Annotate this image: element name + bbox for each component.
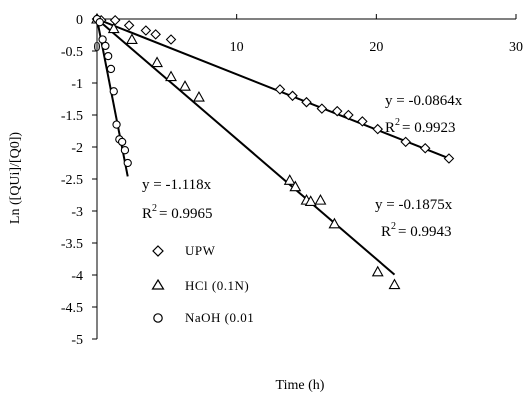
- data-point-upw: [150, 29, 161, 40]
- diamond-marker-icon: [152, 245, 164, 257]
- y-tick-label: -2: [71, 141, 83, 156]
- data-point-hcl: [179, 80, 191, 91]
- x-axis-title: Time (h): [276, 378, 325, 393]
- data-point-upw: [140, 25, 152, 36]
- legend-item-upw: UPW: [152, 243, 216, 258]
- y-tick-label: -3.5: [61, 237, 83, 252]
- data-point-naoh: [101, 41, 110, 51]
- trendline-upw: [96, 18, 450, 160]
- data-point-upw: [343, 109, 354, 121]
- data-point-naoh: [104, 51, 113, 61]
- data-point-upw: [357, 116, 368, 127]
- data-point-upw: [419, 143, 431, 154]
- legend-label-naoh: NaOH (0.01: [185, 310, 254, 325]
- x-tick-label: 20: [369, 40, 383, 55]
- y-tick-label: -4: [71, 269, 83, 284]
- circle-marker-icon: [153, 313, 163, 323]
- data-point-naoh: [112, 120, 121, 129]
- triangle-marker-icon: [151, 278, 165, 290]
- fit-label-hcl: y = -0.1875x R2 = 0.9943: [375, 197, 453, 240]
- data-point-hcl: [328, 217, 341, 229]
- y-tick-label: -1.5: [61, 109, 83, 124]
- data-point-hcl: [165, 70, 177, 82]
- equation-label-naoh: y = -1.118x: [142, 177, 212, 193]
- y-tick-label: 0: [76, 13, 83, 28]
- data-point-naoh: [120, 146, 130, 155]
- r2-label-upw: R2 = 0.9923: [385, 117, 455, 136]
- data-point-hcl: [371, 265, 384, 277]
- data-point-upw: [316, 103, 328, 114]
- data-point-upw: [331, 105, 343, 117]
- y-tick-label: -1: [71, 77, 83, 92]
- data-point-hcl: [107, 22, 120, 34]
- data-point-naoh: [117, 137, 127, 147]
- data-point-hcl: [289, 180, 302, 192]
- equation-label-hcl: y = -0.1875x: [375, 197, 453, 213]
- data-point-hcl: [283, 174, 296, 185]
- data-point-hcl: [388, 278, 401, 290]
- data-point-naoh: [123, 158, 132, 168]
- legend-label-hcl: HCl (0.1N): [185, 278, 249, 293]
- fit-label-naoh: y = -1.118x R2 = 0.9965: [142, 177, 212, 222]
- data-point-upw: [109, 15, 121, 26]
- x-tick-label: 10: [230, 40, 244, 55]
- legend: UPW HCl (0.1N) NaOH (0.01: [151, 243, 254, 325]
- r2-label-naoh: R2 = 0.9965: [142, 203, 212, 222]
- fit-label-upw: y = -0.0864x R2 = 0.9923: [385, 93, 463, 136]
- legend-label-upw: UPW: [185, 243, 216, 258]
- y-tick-label: -5: [71, 333, 83, 348]
- data-point-upw: [123, 20, 135, 31]
- x-tick-label: 0: [94, 40, 101, 55]
- data-point-hcl: [314, 193, 327, 205]
- y-tick-label: -3: [71, 205, 83, 220]
- data-point-hcl: [125, 33, 138, 45]
- equation-label-upw: y = -0.0864x: [385, 93, 463, 109]
- legend-item-hcl: HCl (0.1N): [151, 278, 249, 293]
- data-point-naoh: [109, 87, 118, 96]
- y-tick-label: -2.5: [61, 173, 83, 188]
- data-point-naoh: [95, 18, 104, 27]
- data-point-naoh: [106, 64, 116, 74]
- y-tick-label: -4.5: [61, 301, 83, 316]
- y-axis-title: Ln ([QUi]/[Q0]): [8, 132, 23, 224]
- data-point-hcl: [151, 56, 163, 68]
- data-point-upw: [287, 90, 298, 102]
- data-point-upw: [165, 34, 177, 45]
- data-point-upw: [372, 123, 384, 135]
- legend-item-naoh: NaOH (0.01: [153, 310, 254, 325]
- data-point-hcl: [304, 195, 317, 206]
- y-tick-label: -0.5: [61, 45, 83, 60]
- data-point-upw: [400, 136, 411, 148]
- x-tick-label: 30: [509, 40, 523, 55]
- data-point-upw: [301, 96, 312, 108]
- data-point-upw: [443, 153, 455, 164]
- data-point-upw: [274, 84, 286, 95]
- data-point-hcl: [193, 90, 205, 102]
- r2-label-hcl: R2 = 0.9943: [381, 221, 451, 240]
- trendline-hcl: [96, 18, 396, 276]
